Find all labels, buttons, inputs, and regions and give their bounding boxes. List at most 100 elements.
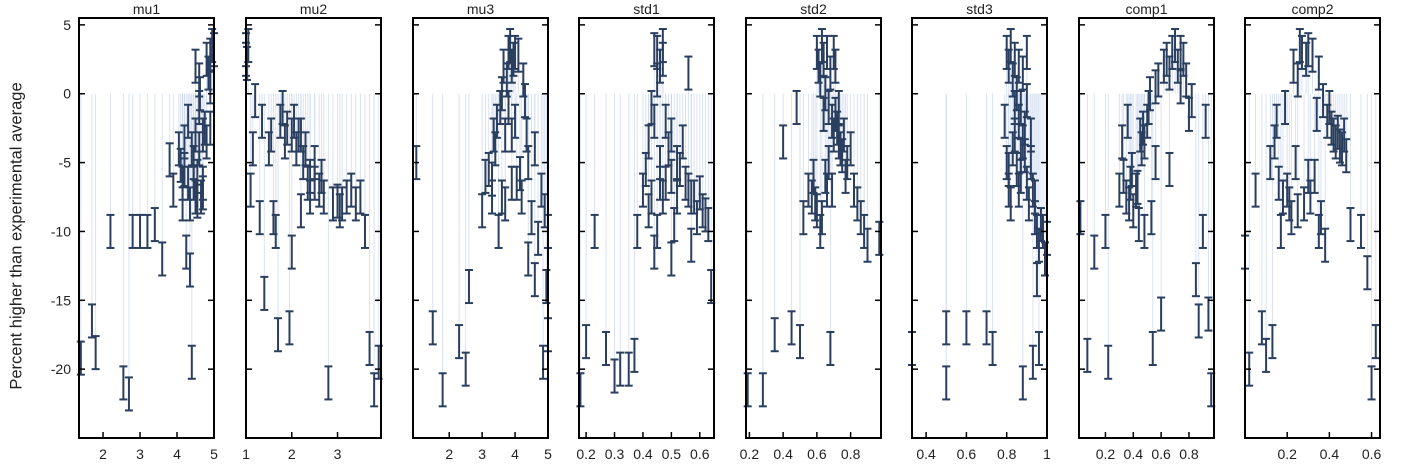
error-bar bbox=[360, 213, 369, 249]
error-bar bbox=[258, 103, 267, 139]
x-tick-label: 1 bbox=[242, 446, 250, 462]
y-tick-label: 5 bbox=[63, 17, 71, 33]
error-bar bbox=[647, 179, 656, 215]
subplot-frame bbox=[1244, 17, 1381, 439]
subplot-mu2: 1 2 3 mu2 bbox=[242, 1, 383, 462]
error-bar bbox=[246, 172, 255, 208]
error-bar bbox=[1083, 337, 1092, 373]
subplot-comp1: 0.2 0.4 0.6 0.8 comp1 bbox=[1076, 1, 1216, 462]
error-bar bbox=[656, 165, 664, 201]
error-bar bbox=[1321, 227, 1330, 263]
error-bar bbox=[206, 69, 215, 105]
error-bar bbox=[1032, 262, 1041, 298]
error-bar bbox=[158, 241, 167, 277]
error-bar bbox=[875, 220, 884, 256]
error-bar bbox=[630, 337, 639, 373]
subplot-frame bbox=[412, 17, 549, 439]
error-bar bbox=[1201, 103, 1210, 139]
error-bar bbox=[124, 376, 133, 412]
error-bar bbox=[501, 186, 510, 222]
error-bar bbox=[342, 179, 351, 215]
error-bar bbox=[1139, 110, 1148, 146]
error-bar bbox=[982, 310, 991, 346]
x-tick-label: 4 bbox=[173, 446, 181, 462]
error-bar bbox=[271, 213, 280, 249]
error-bar bbox=[1028, 344, 1037, 380]
subplot-frame bbox=[245, 17, 382, 439]
error-bar bbox=[1204, 296, 1213, 332]
x-tick-label: 0.2 bbox=[576, 446, 596, 462]
y-tick-label: -5 bbox=[59, 155, 72, 171]
error-bar bbox=[576, 372, 585, 408]
error-bar bbox=[150, 207, 159, 243]
subplot-title: comp2 bbox=[1291, 1, 1333, 17]
error-bar bbox=[530, 262, 539, 298]
error-bar bbox=[464, 269, 473, 305]
x-tick-label: 0.6 bbox=[957, 446, 977, 462]
error-bar bbox=[1287, 200, 1296, 236]
error-bar bbox=[519, 62, 528, 98]
error-bar bbox=[1293, 62, 1302, 98]
error-bar bbox=[1367, 365, 1376, 401]
error-bar bbox=[687, 227, 696, 263]
error-bar bbox=[1026, 117, 1035, 153]
subplot-title: comp1 bbox=[1125, 1, 1167, 17]
error-bar bbox=[185, 186, 194, 222]
error-bar bbox=[787, 310, 796, 346]
error-bar bbox=[455, 324, 464, 360]
x-tick-label: 3 bbox=[136, 446, 144, 462]
error-bar bbox=[770, 317, 779, 353]
error-bar bbox=[195, 76, 204, 112]
error-bar bbox=[299, 145, 308, 181]
error-bar bbox=[658, 41, 667, 77]
x-tick-label: 0.6 bbox=[807, 446, 827, 462]
error-bar bbox=[1363, 255, 1372, 291]
error-bar bbox=[779, 124, 788, 160]
x-tick-label: 0.5 bbox=[662, 446, 682, 462]
error-bar bbox=[303, 165, 312, 201]
error-bar bbox=[1090, 234, 1099, 270]
error-bar bbox=[1157, 296, 1166, 332]
x-tick-label: 0.6 bbox=[1362, 446, 1382, 462]
error-bar bbox=[174, 131, 183, 167]
error-bar bbox=[673, 145, 682, 181]
error-bar bbox=[187, 344, 196, 380]
error-bar bbox=[1134, 207, 1143, 243]
error-bar bbox=[351, 186, 360, 222]
error-bar bbox=[684, 55, 693, 91]
error-bar bbox=[792, 89, 801, 126]
error-bar bbox=[758, 372, 767, 408]
x-tick-label: 3 bbox=[334, 446, 342, 462]
error-bar bbox=[1147, 200, 1156, 236]
error-bar bbox=[1182, 62, 1191, 98]
subplot-comp2: 0.2 0.4 0.6 comp2 bbox=[1241, 1, 1382, 462]
error-bar bbox=[863, 227, 872, 263]
error-bar bbox=[1270, 124, 1279, 160]
x-tick-label: 0.6 bbox=[1151, 446, 1171, 462]
error-bar bbox=[582, 324, 591, 360]
error-bar bbox=[1034, 330, 1043, 367]
error-bar bbox=[478, 193, 487, 229]
error-bar bbox=[667, 117, 676, 153]
error-bar bbox=[831, 48, 840, 84]
error-bar bbox=[667, 241, 676, 277]
error-bar bbox=[1278, 179, 1287, 215]
error-bar bbox=[539, 344, 548, 380]
error-bar bbox=[1300, 186, 1309, 222]
subplot-title: std1 bbox=[633, 1, 660, 17]
x-tick-label: 0.4 bbox=[916, 446, 936, 462]
error-bar bbox=[1310, 158, 1319, 194]
error-bar bbox=[1257, 310, 1266, 346]
error-bar bbox=[1281, 89, 1290, 126]
error-bar bbox=[1004, 151, 1013, 187]
error-bar bbox=[1297, 34, 1306, 70]
error-bar bbox=[667, 158, 676, 194]
error-bar bbox=[678, 124, 687, 160]
error-bar bbox=[1274, 165, 1283, 201]
error-bar bbox=[517, 179, 526, 215]
error-bar bbox=[1165, 151, 1174, 187]
error-bar bbox=[1194, 303, 1203, 339]
x-tick-label: 0.8 bbox=[841, 446, 861, 462]
error-bar bbox=[488, 179, 497, 215]
error-bar bbox=[1123, 103, 1132, 139]
